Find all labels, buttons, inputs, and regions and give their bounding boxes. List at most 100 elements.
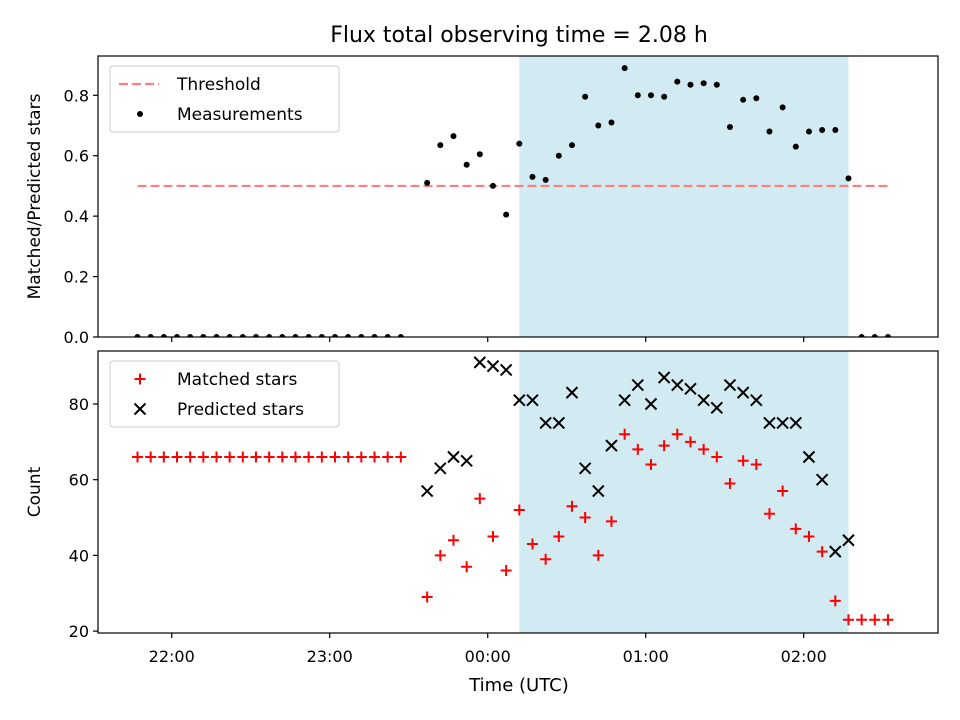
measurement-point [634,92,641,99]
measurement-point [318,334,325,337]
matched-stars-point [131,451,143,463]
measurement-point [489,182,496,189]
measurement-point [345,334,352,337]
measurement-point [582,93,589,100]
matched-stars-point [329,451,341,463]
measurement-point [305,334,312,337]
matched-stars-point [303,451,315,463]
matched-stars-point [276,451,288,463]
measurement-point [713,81,720,88]
measurement-point [200,334,207,337]
matched-stars-point [526,538,538,550]
measurement-point [753,95,760,102]
matched-stars-point [342,451,354,463]
measurement-point [529,173,536,180]
matched-stars-point [461,561,473,573]
predicted-stars-point [605,439,618,452]
matched-stars-point [513,504,525,516]
y-axis-label: Matched/Predicted stars [25,93,45,299]
matched-stars-point [487,530,499,542]
y-tick-label: 0.0 [64,328,89,347]
axes-frame [97,350,939,634]
matched-stars-point [671,428,683,440]
measurement-point [568,142,575,149]
bottom-panel: 20 40 60 80 22:00 23:00 00:00 01:00 02:00 Count Ma… [25,350,939,666]
legend: Matched stars Predicted stars [109,360,340,428]
predicted-stars-point [631,378,645,392]
matched-stars-point [540,553,552,565]
x-tick-label: 01:00 [623,647,669,666]
predicted-stars-point [802,450,816,464]
predicted-stars-point [671,378,684,392]
matched-stars-point [368,451,380,463]
matched-stars-point [632,443,644,455]
predicted-stars-point [447,450,460,464]
measurement-point [608,119,615,126]
matched-stars-point [645,459,657,471]
measurement-point [134,334,141,337]
x-axis-label: Time (UTC) [468,675,569,696]
matched-stars-point [447,534,459,546]
predicted-stars-point [592,484,605,498]
y-tick-label: 0.4 [64,207,89,226]
matched-stars-point [210,451,222,463]
legend: Threshold Measurements [109,65,340,133]
matched-stars-point [829,595,841,607]
y-tick-label: 40 [69,546,89,565]
predicted-stars-point [657,371,671,384]
x-tick-label: 02:00 [781,647,827,666]
matched-stars-point [382,451,394,463]
axes-frame [97,55,939,338]
matched-stars-point [395,451,407,463]
matched-stars-point [579,512,591,524]
measurement-point [700,80,707,87]
matched-stars-point [869,614,881,626]
matched-stars-point [145,451,157,463]
predicted-stars-point [552,416,566,430]
predicted-stars-point [499,363,513,377]
matched-stars-point [553,530,565,542]
matched-stars-point [171,451,183,463]
predicted-stars-point [763,416,776,430]
measurement-point [779,104,786,111]
measurement-point [687,81,694,88]
predicted-stars-point [684,382,697,396]
matched-stars-point [263,451,275,463]
plot-area [131,356,894,626]
x-tick-label: 22:00 [149,647,195,666]
measurement-point [661,93,668,100]
predicted-stars-point [578,462,592,475]
matched-stars-point [619,428,631,440]
matched-stars-point [184,451,196,463]
plot-area [134,65,891,337]
predicted-stars-point [473,356,487,369]
measurement-point [358,334,365,337]
measurement-point [845,175,852,182]
measurement-point [463,161,470,168]
measurement-point [516,140,523,147]
predicted-stars-point [526,394,539,407]
measurement-point [674,78,681,85]
matched-stars-point [605,515,617,527]
matched-stars-point [224,451,236,463]
legend-label: Matched stars [177,370,297,390]
matched-stars-point [737,455,749,467]
predicted-stars-point [539,416,552,430]
x-tick-label: 00:00 [465,647,511,666]
measurement-point [239,334,246,337]
predicted-stars-point [723,378,737,392]
matched-stars-point [237,451,249,463]
measurement-point [647,92,654,99]
measurement-point [476,151,483,158]
predicted-stars-point [789,416,803,430]
measurement-point [424,179,431,186]
y-tick-label: 80 [69,395,89,414]
matched-stars-point [790,523,802,535]
legend-measurements-swatch [137,111,143,117]
legend-predicted-swatch [133,402,147,416]
legend-matched-swatch [134,373,146,385]
legend-label: Threshold [176,75,261,95]
legend-box [109,360,340,428]
matched-stars-point [882,614,894,626]
